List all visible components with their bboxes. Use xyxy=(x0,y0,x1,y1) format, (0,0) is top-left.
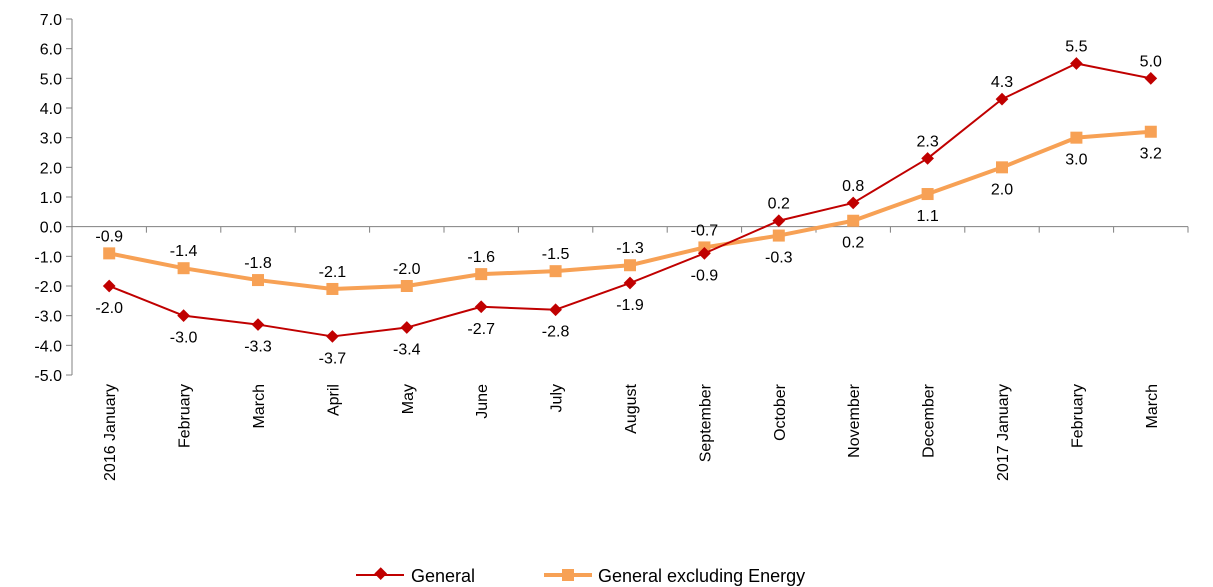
data-label: -1.9 xyxy=(616,297,644,314)
point-marker xyxy=(1070,57,1083,70)
x-tick-label: February xyxy=(177,384,194,448)
point-marker xyxy=(549,303,562,317)
data-label: -0.9 xyxy=(691,267,719,284)
series-lines xyxy=(102,57,1158,343)
point-marker xyxy=(252,274,264,287)
y-tick-label: 6.0 xyxy=(40,42,62,59)
legend-label-general: General xyxy=(411,566,475,586)
x-tick-label: April xyxy=(325,384,342,416)
point-marker xyxy=(326,330,339,343)
data-label: 0.2 xyxy=(768,196,790,213)
point-marker xyxy=(103,247,116,260)
data-label: -3.7 xyxy=(319,350,347,367)
x-tick-label: July xyxy=(549,384,566,412)
x-tick-label: December xyxy=(921,383,938,457)
data-label: 4.3 xyxy=(991,74,1013,91)
point-marker xyxy=(177,262,190,275)
y-tick-label: 2.0 xyxy=(40,160,62,177)
point-marker xyxy=(400,280,413,292)
y-tick-label: 1.0 xyxy=(40,190,62,207)
data-label: -1.3 xyxy=(616,240,644,257)
point-marker xyxy=(847,214,860,227)
point-marker xyxy=(921,188,934,201)
y-tick-label: 3.0 xyxy=(40,131,62,148)
data-label: -1.6 xyxy=(467,249,495,266)
x-tick-label: 2017 January xyxy=(995,384,1012,481)
y-tick-label: -2.0 xyxy=(34,279,62,296)
point-marker xyxy=(624,259,636,272)
data-label: 3.2 xyxy=(1140,146,1162,163)
point-marker xyxy=(102,279,116,293)
x-tick-label: September xyxy=(697,383,714,462)
point-marker xyxy=(1144,71,1158,85)
y-tick-label: -5.0 xyxy=(34,368,62,385)
x-tick-label: May xyxy=(400,384,417,414)
y-tick-label: -4.0 xyxy=(34,338,62,355)
x-tick-label: 2016 January xyxy=(102,384,119,481)
data-label: -1.5 xyxy=(542,246,570,263)
data-label: 2.0 xyxy=(991,181,1013,198)
point-marker xyxy=(474,300,488,314)
data-label: -3.4 xyxy=(393,342,421,359)
x-tick-label: June xyxy=(474,384,491,419)
data-label: -2.8 xyxy=(542,324,570,341)
data-label: -2.0 xyxy=(393,261,421,278)
data-labels: -2.0 -0.9 -3.0 -1.4 -3.3 -1.8 -3.7 -2.1 -3.4 -2.0… xyxy=(95,39,1162,368)
point-marker xyxy=(772,229,785,242)
legend-marker-general-excluding-energy xyxy=(562,569,574,581)
data-label: 5.0 xyxy=(1140,53,1162,70)
data-label: 3.0 xyxy=(1065,152,1087,169)
point-marker xyxy=(400,321,414,334)
y-tick-label: -3.0 xyxy=(34,309,62,326)
data-label: -0.3 xyxy=(765,250,793,267)
y-tick-labels: 7.0 6.0 5.0 4.0 3.0 2.0 1.0 0.0 -1.0 -2.0 -3.0 -4.0… xyxy=(34,12,62,385)
data-label: 0.2 xyxy=(842,235,864,252)
data-label: -1.4 xyxy=(170,243,198,260)
data-label: 1.1 xyxy=(916,208,938,225)
x-tick-label: October xyxy=(772,383,789,441)
x-tick-label: November xyxy=(846,383,863,457)
data-label: 0.8 xyxy=(842,178,864,195)
point-marker xyxy=(475,268,488,281)
series-line-general xyxy=(108,62,1151,338)
legend: General General excluding Energy xyxy=(356,566,805,586)
data-label: -0.9 xyxy=(95,228,123,245)
data-label: 5.5 xyxy=(1065,39,1087,56)
y-tick-label: 4.0 xyxy=(40,101,62,118)
y-tick-label: 7.0 xyxy=(40,12,62,29)
point-marker xyxy=(326,282,339,295)
point-marker xyxy=(1070,131,1083,144)
point-marker xyxy=(996,161,1008,174)
x-tick-label: August xyxy=(623,383,640,433)
point-marker xyxy=(772,214,786,228)
data-label: -3.3 xyxy=(244,339,272,356)
point-marker xyxy=(846,196,860,210)
legend-marker-general xyxy=(374,567,388,580)
point-marker xyxy=(251,318,265,331)
point-marker xyxy=(1144,125,1157,138)
legend-item-general[interactable]: General xyxy=(356,566,475,586)
data-label: -3.0 xyxy=(170,330,198,347)
point-marker xyxy=(623,276,637,290)
x-tick-label: March xyxy=(251,384,268,428)
data-label: -2.1 xyxy=(319,264,347,281)
legend-label-general-excluding-energy: General excluding Energy xyxy=(598,566,805,586)
y-tick-label: 5.0 xyxy=(40,71,62,88)
data-label: -0.7 xyxy=(691,222,719,239)
data-label: -2.7 xyxy=(467,321,495,338)
x-tick-label: February xyxy=(1069,384,1086,448)
y-tick-label: -1.0 xyxy=(34,249,62,266)
data-label: -1.8 xyxy=(244,255,272,272)
point-marker xyxy=(549,265,562,278)
x-tick-label: March xyxy=(1144,384,1161,428)
y-tick-label: 0.0 xyxy=(40,220,62,237)
x-tick-labels: 2016 January February March April May June Jul… xyxy=(102,383,1161,481)
data-label: 2.3 xyxy=(916,133,938,150)
point-marker xyxy=(177,309,190,323)
data-label: -2.0 xyxy=(95,300,123,317)
legend-item-general-excluding-energy[interactable]: General excluding Energy xyxy=(544,566,805,586)
